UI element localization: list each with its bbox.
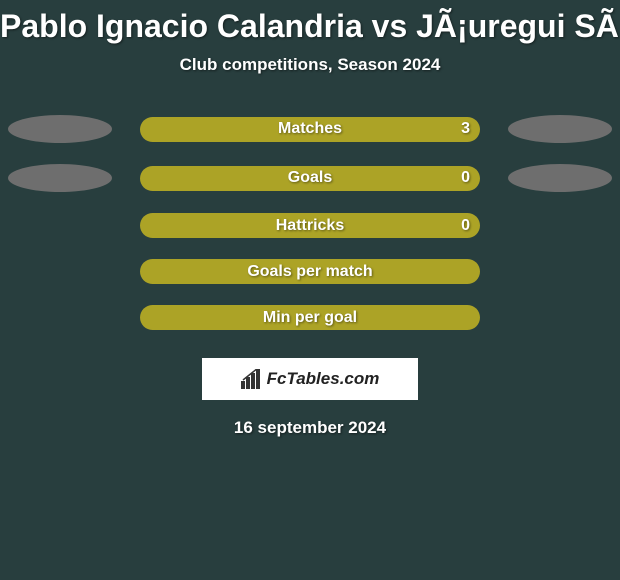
logo-box: FcTables.com bbox=[202, 358, 418, 400]
left-ellipse bbox=[8, 115, 112, 143]
comparison-row: Goals0 bbox=[0, 164, 620, 192]
right-ellipse bbox=[508, 164, 612, 192]
stat-label: Matches bbox=[140, 117, 480, 142]
comparison-row: Min per goal bbox=[0, 305, 620, 330]
stat-label: Min per goal bbox=[140, 305, 480, 330]
stat-label: Hattricks bbox=[140, 213, 480, 238]
stat-bar: Hattricks0 bbox=[140, 213, 480, 238]
comparison-row: Goals per match bbox=[0, 259, 620, 284]
stat-label: Goals bbox=[140, 166, 480, 191]
comparison-row: Hattricks0 bbox=[0, 213, 620, 238]
logo-text: FcTables.com bbox=[267, 369, 380, 389]
stat-value: 0 bbox=[461, 213, 470, 238]
right-ellipse bbox=[508, 115, 612, 143]
chart-icon bbox=[241, 369, 263, 389]
stat-bar: Min per goal bbox=[140, 305, 480, 330]
stat-value: 0 bbox=[461, 166, 470, 191]
stat-bar: Goals per match bbox=[140, 259, 480, 284]
stat-bar: Goals0 bbox=[140, 166, 480, 191]
stat-label: Goals per match bbox=[140, 259, 480, 284]
stat-bar: Matches3 bbox=[140, 117, 480, 142]
page-subtitle: Club competitions, Season 2024 bbox=[0, 55, 620, 75]
left-ellipse bbox=[8, 164, 112, 192]
comparison-rows: Matches3Goals0Hattricks0Goals per matchM… bbox=[0, 115, 620, 330]
date-line: 16 september 2024 bbox=[0, 418, 620, 438]
page-title: Pablo Ignacio Calandria vs JÃ¡uregui SÃ¡… bbox=[0, 0, 620, 45]
stat-value: 3 bbox=[461, 117, 470, 142]
comparison-row: Matches3 bbox=[0, 115, 620, 143]
